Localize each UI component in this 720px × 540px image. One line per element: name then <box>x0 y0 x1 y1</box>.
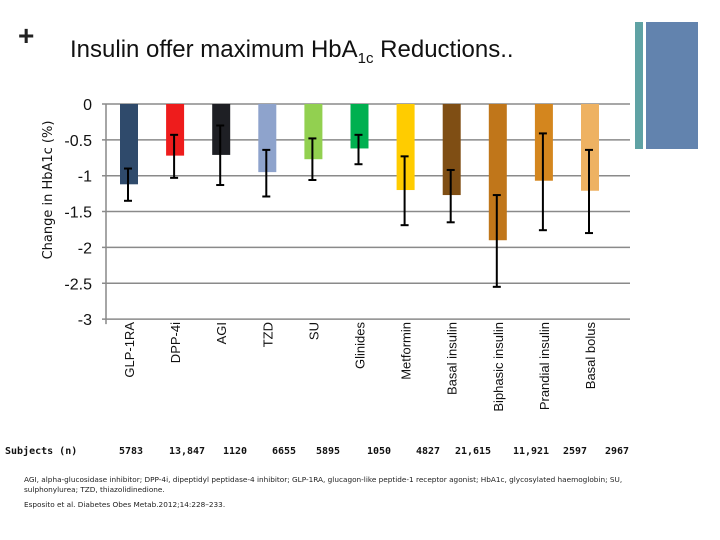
bar-dpp-4i <box>166 104 185 156</box>
bar-chart: 0 -0.5 -1 -1.5 -2 -2.5 -3 Change in HbA1c (%) GL… <box>41 97 630 412</box>
subjects-count: 6655 <box>271 446 297 457</box>
title-text-end: Reductions.. <box>373 36 514 63</box>
subjects-count: 21,615 <box>454 446 492 457</box>
bar-biphasic-insulin <box>488 104 507 241</box>
subjects-count: 4827 <box>415 446 441 457</box>
x-tick-label: Metformin <box>399 322 414 380</box>
subjects-count: 13,847 <box>168 446 206 457</box>
subjects-count: 5895 <box>315 446 341 457</box>
x-tick-label: Basal bolus <box>583 322 598 390</box>
x-tick-label: TZD <box>260 322 275 347</box>
subjects-count: 2597 <box>562 446 588 457</box>
bar-basal-bolus <box>581 104 599 191</box>
slide-title: Insulin offer maximum HbA1c Reductions.. <box>70 36 514 67</box>
x-tick-label: Prandial insulin <box>537 322 552 410</box>
subjects-count: 1050 <box>366 446 392 457</box>
blue-accent-block <box>646 22 698 149</box>
subjects-count: 5783 <box>118 446 144 457</box>
y-tick-label: -1 <box>78 169 92 186</box>
y-tick-label: -2.5 <box>64 276 92 293</box>
teal-accent-bar <box>635 22 643 149</box>
y-tick-label: -1.5 <box>64 205 92 222</box>
bar-tzd <box>258 104 277 173</box>
bar-su <box>304 104 323 160</box>
bar-basal-insulin <box>442 104 461 196</box>
subjects-label: Subjects (n) <box>5 446 78 457</box>
x-tick-label: Basal insulin <box>445 322 460 395</box>
bar-metformin <box>396 104 415 191</box>
plus-icon: + <box>18 20 35 51</box>
subjects-count: 2967 <box>604 446 630 457</box>
title-text: Insulin offer maximum HbA <box>70 36 358 63</box>
x-tick-label: AGI <box>214 322 229 344</box>
x-tick-label: SU <box>306 322 321 340</box>
subjects-count: 1120 <box>222 446 248 457</box>
x-tick-label: GLP-1RA <box>122 322 137 378</box>
x-tick-label: Glinides <box>353 322 368 369</box>
title-subscript: 1c <box>357 49 374 67</box>
footnote: AGI, alpha-glucosidase inhibitor; DPP-4i… <box>24 475 623 494</box>
subjects-count: 11,921 <box>512 446 550 457</box>
y-tick-label: 0 <box>83 97 92 114</box>
bar-glp-1ra <box>120 104 138 185</box>
x-tick-label: DPP-4i <box>168 322 183 363</box>
citation: Esposito et al. Diabetes Obes Metab.2012… <box>24 500 226 509</box>
y-tick-label: -2 <box>78 240 92 257</box>
x-tick-label: Biphasic insulin <box>491 322 506 412</box>
bar-glinides <box>350 104 369 149</box>
y-axis-label: Change in HbA1c (%) <box>41 121 56 260</box>
y-tick-label: -3 <box>78 312 92 329</box>
y-tick-label: -0.5 <box>64 133 92 150</box>
